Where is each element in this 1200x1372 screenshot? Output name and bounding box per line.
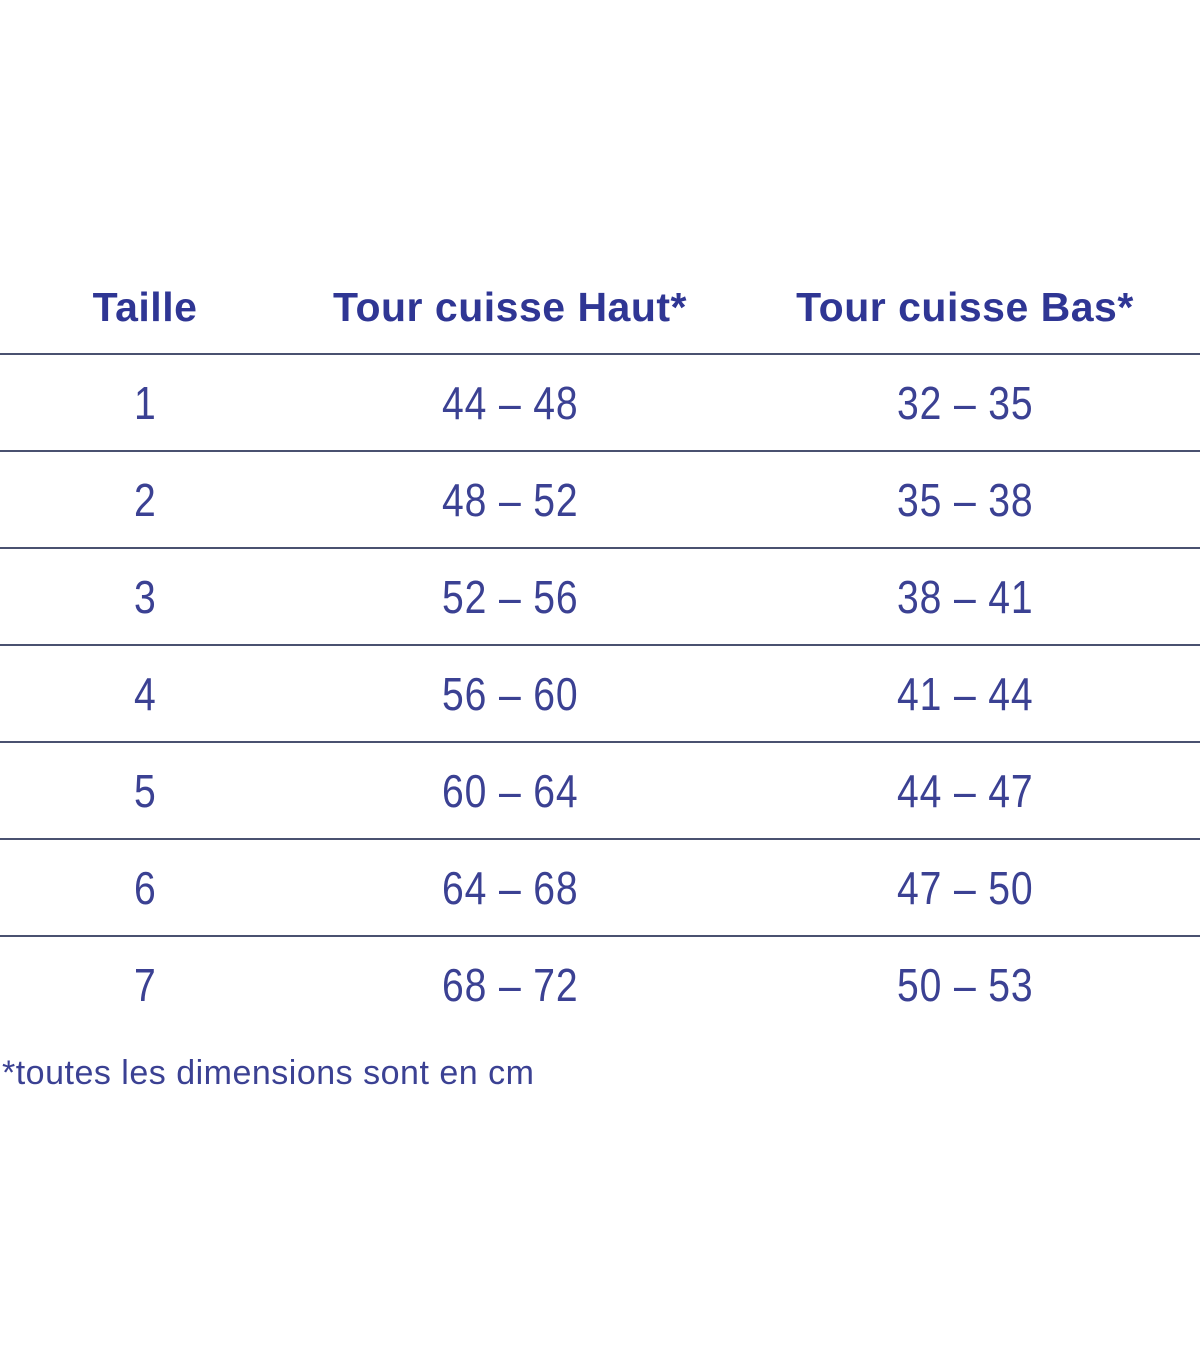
table-row: 6 64 – 68 47 – 50 (0, 838, 1200, 935)
cell-tour-cuisse-haut: 56 – 60 (441, 667, 579, 720)
cell-tour-cuisse-haut: 60 – 64 (441, 764, 579, 817)
cell-tour-cuisse-bas: 32 – 35 (896, 376, 1034, 429)
cell-taille: 2 (133, 473, 157, 526)
table-row: 1 44 – 48 32 – 35 (0, 353, 1200, 450)
cell-tour-cuisse-haut: 64 – 68 (441, 861, 579, 914)
column-header-taille: Taille (92, 284, 198, 330)
table-row: 7 68 – 72 50 – 53 (0, 935, 1200, 1032)
column-header-tour-cuisse-bas: Tour cuisse Bas* (796, 284, 1134, 330)
table-row: 4 56 – 60 41 – 44 (0, 644, 1200, 741)
cell-tour-cuisse-haut: 44 – 48 (441, 376, 579, 429)
column-header-tour-cuisse-haut: Tour cuisse Haut* (332, 284, 688, 330)
table-row: 2 48 – 52 35 – 38 (0, 450, 1200, 547)
cell-tour-cuisse-haut: 52 – 56 (441, 570, 579, 623)
cell-taille: 4 (133, 667, 157, 720)
cell-tour-cuisse-bas: 41 – 44 (896, 667, 1034, 720)
cell-tour-cuisse-bas: 38 – 41 (896, 570, 1034, 623)
cell-taille: 1 (133, 376, 157, 429)
table-row: 3 52 – 56 38 – 41 (0, 547, 1200, 644)
cell-tour-cuisse-bas: 50 – 53 (896, 958, 1034, 1011)
cell-tour-cuisse-haut: 68 – 72 (441, 958, 579, 1011)
table-row: 5 60 – 64 44 – 47 (0, 741, 1200, 838)
cell-tour-cuisse-bas: 44 – 47 (896, 764, 1034, 817)
cell-taille: 5 (133, 764, 157, 817)
cell-tour-cuisse-bas: 47 – 50 (896, 861, 1034, 914)
cell-taille: 6 (133, 861, 157, 914)
size-chart-table: Taille Tour cuisse Haut* Tour cuisse Bas… (0, 262, 1200, 1092)
cell-tour-cuisse-haut: 48 – 52 (441, 473, 579, 526)
cell-taille: 7 (133, 958, 157, 1011)
cell-tour-cuisse-bas: 35 – 38 (896, 473, 1034, 526)
table-header-row: Taille Tour cuisse Haut* Tour cuisse Bas… (0, 262, 1200, 353)
dimensions-footnote: *toutes les dimensions sont en cm (2, 1054, 535, 1092)
cell-taille: 3 (133, 570, 157, 623)
